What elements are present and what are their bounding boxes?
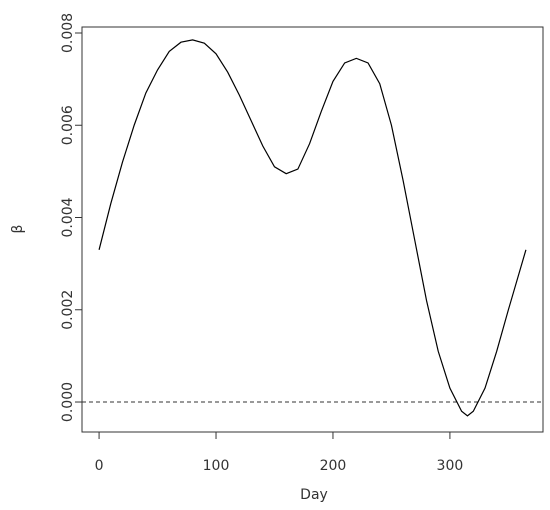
- y-tick-label: 0.002: [60, 290, 76, 330]
- y-tick-label: 0.000: [60, 382, 76, 422]
- y-axis-label: β: [10, 225, 26, 234]
- x-tick-label: 300: [437, 458, 464, 474]
- y-tick-label: 0.004: [60, 197, 76, 237]
- data-line: [98, 39, 527, 417]
- x-tick-label: 200: [320, 458, 347, 474]
- y-tick-label: 0.008: [60, 13, 76, 53]
- x-tick-label: 100: [203, 458, 230, 474]
- y-tick-label: 0.006: [60, 105, 76, 145]
- x-axis-label: Day: [300, 487, 328, 503]
- plot-box: [81, 26, 544, 433]
- x-tick-label: 0: [95, 458, 104, 474]
